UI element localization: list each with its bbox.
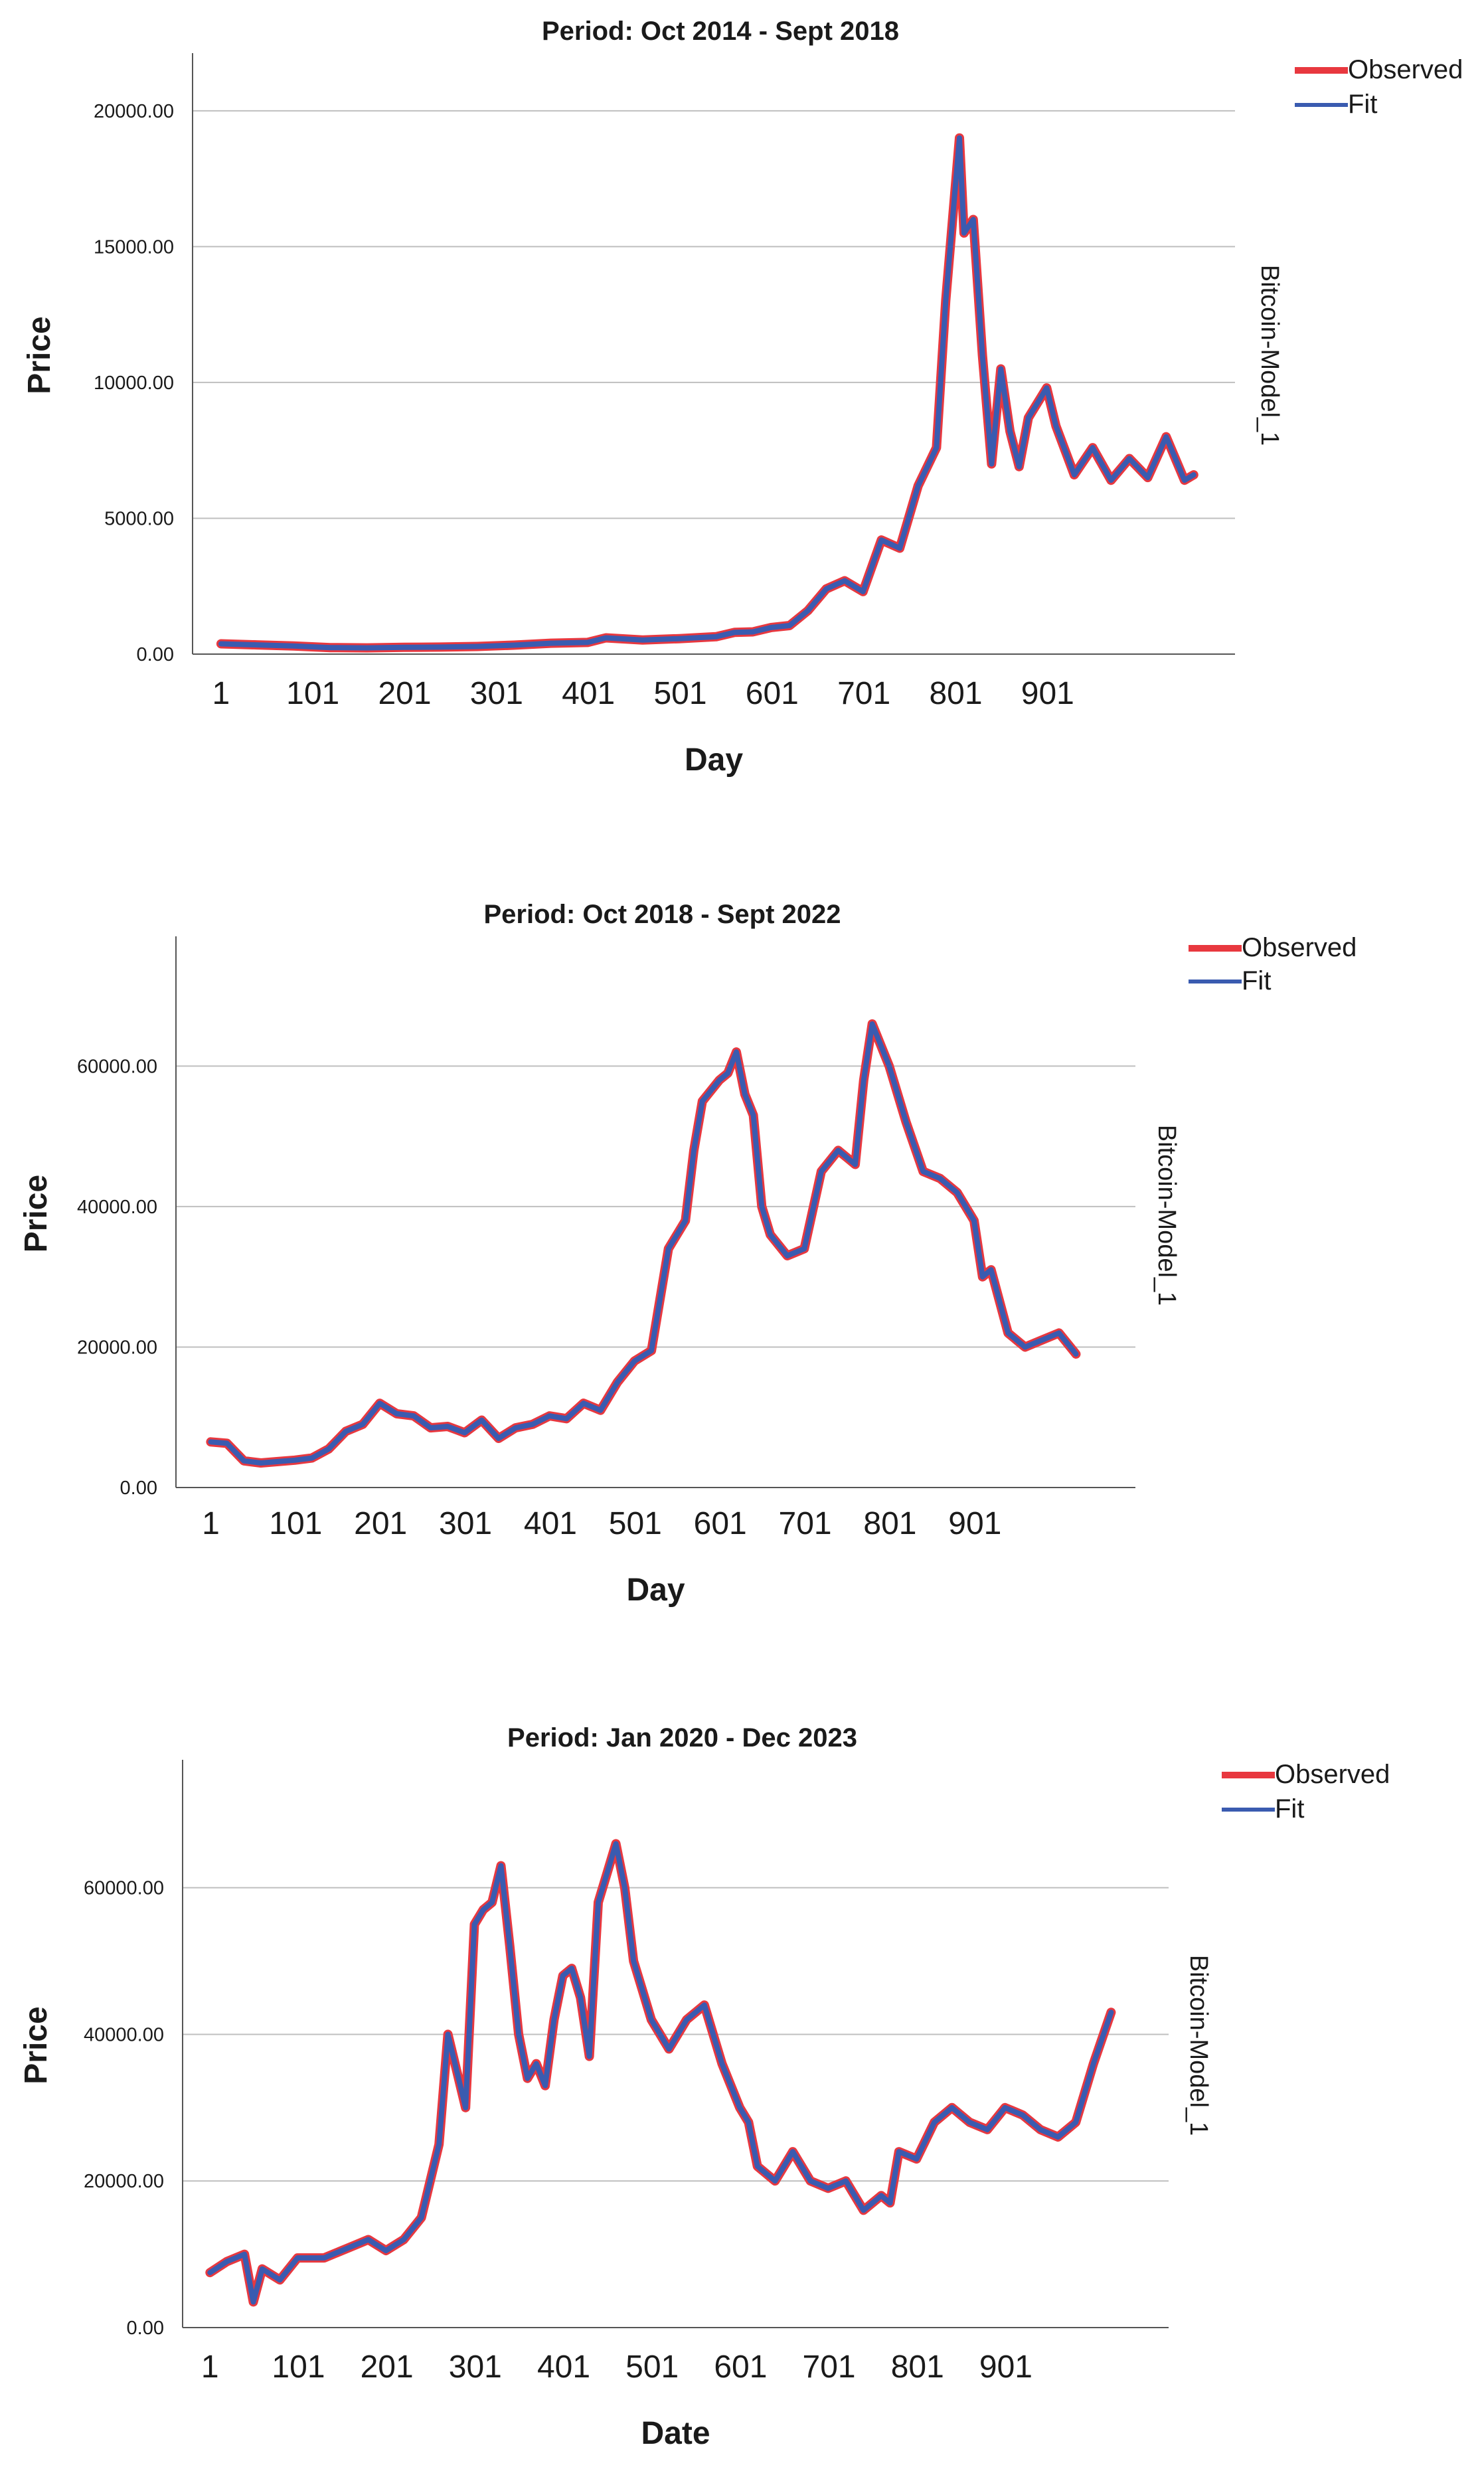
- x-tick-label: 701: [779, 1506, 832, 1541]
- series-line-fit: [218, 135, 1196, 651]
- x-tick-label: 401: [537, 2349, 590, 2385]
- x-tick-label: 501: [653, 676, 706, 711]
- x-tick-label: 201: [361, 2349, 414, 2385]
- series-line-fit: [207, 1841, 1114, 2305]
- x-tick-label: 301: [439, 1506, 492, 1541]
- chart-title: Period: Jan 2020 - Dec 2023: [507, 1723, 857, 1752]
- chart-1: 0.00 5000.00 10000.00 15000.00 20000.00 1 101 2…: [22, 17, 1463, 778]
- y-tick-label: 10000.00: [94, 373, 174, 394]
- x-tick-label: 301: [449, 2349, 502, 2385]
- legend-label-fit: Fit: [1348, 90, 1377, 119]
- legend: Observed Fit: [1222, 1760, 1390, 1824]
- x-axis-title: Day: [626, 1573, 685, 1608]
- series-line-observed: [205, 1839, 1116, 2307]
- x-tick-label: 1: [212, 676, 230, 711]
- x-axis-title: Date: [641, 2416, 710, 2451]
- series-line-observed: [206, 1019, 1081, 1468]
- y-tick-label: 40000.00: [77, 1197, 157, 1218]
- model-side-label: Bitcoin-Model_1: [1256, 265, 1283, 446]
- x-tick-label: 701: [837, 676, 890, 711]
- y-axis-title: Price: [19, 2006, 54, 2084]
- x-tick-label: 401: [562, 676, 615, 711]
- y-tick-label: 15000.00: [94, 236, 174, 258]
- model-side-label: Bitcoin-Model_1: [1153, 1125, 1181, 1306]
- y-tick-label: 5000.00: [104, 508, 174, 529]
- model-side-label: Bitcoin-Model_1: [1185, 1955, 1212, 2136]
- x-tick-label: 801: [863, 1506, 916, 1541]
- x-tick-label: 701: [803, 2349, 856, 2385]
- y-axis-title: Price: [22, 316, 57, 394]
- x-axis-title: Day: [685, 742, 743, 778]
- legend-label-observed: Observed: [1275, 1760, 1390, 1789]
- legend-label-fit: Fit: [1275, 1794, 1304, 1824]
- x-tick-label: 601: [746, 676, 799, 711]
- x-tick-label: 201: [354, 1506, 407, 1541]
- x-tick-label: 901: [979, 2349, 1032, 2385]
- x-tick-label: 901: [948, 1506, 1001, 1541]
- y-tick-label: 0.00: [137, 644, 174, 665]
- series-line-fit: [208, 1021, 1079, 1466]
- x-tick-label: 501: [609, 1506, 662, 1541]
- chart-2: 0.00 20000.00 40000.00 60000.00 1 101 201 301 40…: [19, 900, 1357, 1608]
- x-tick-label: 1: [201, 2349, 219, 2385]
- legend-label-observed: Observed: [1348, 55, 1463, 84]
- x-tick-label: 501: [625, 2349, 679, 2385]
- x-tick-label: 601: [714, 2349, 767, 2385]
- y-tick-label: 60000.00: [77, 1056, 157, 1077]
- chart-title: Period: Oct 2014 - Sept 2018: [542, 17, 899, 46]
- x-tick-label: 101: [269, 1506, 322, 1541]
- x-tick-label: 601: [694, 1506, 747, 1541]
- y-tick-label: 20000.00: [77, 1337, 157, 1358]
- y-axis-title: Price: [19, 1175, 54, 1252]
- y-tick-label: 60000.00: [84, 1878, 164, 1899]
- x-tick-label: 901: [1021, 676, 1074, 711]
- y-tick-label: 40000.00: [84, 2024, 164, 2045]
- x-tick-label: 401: [524, 1506, 577, 1541]
- y-tick-label: 20000.00: [84, 2171, 164, 2192]
- legend: Observed Fit: [1295, 55, 1463, 119]
- x-tick-label: 301: [470, 676, 523, 711]
- x-tick-label: 201: [378, 676, 431, 711]
- x-tick-label: 1: [202, 1506, 220, 1541]
- x-tick-label: 101: [286, 676, 339, 711]
- chart-3: 0.00 20000.00 40000.00 60000.00 1 101 201 301 40…: [19, 1723, 1390, 2451]
- y-tick-label: 0.00: [127, 2318, 164, 2339]
- legend-label-fit: Fit: [1242, 966, 1271, 995]
- y-tick-label: 0.00: [120, 1478, 157, 1499]
- y-tick-label: 20000.00: [94, 101, 174, 122]
- x-tick-label: 101: [272, 2349, 325, 2385]
- x-tick-label: 801: [929, 676, 982, 711]
- chart-title: Period: Oct 2018 - Sept 2022: [483, 900, 841, 929]
- x-tick-label: 801: [891, 2349, 944, 2385]
- legend: Observed Fit: [1189, 933, 1357, 995]
- legend-label-observed: Observed: [1242, 933, 1357, 962]
